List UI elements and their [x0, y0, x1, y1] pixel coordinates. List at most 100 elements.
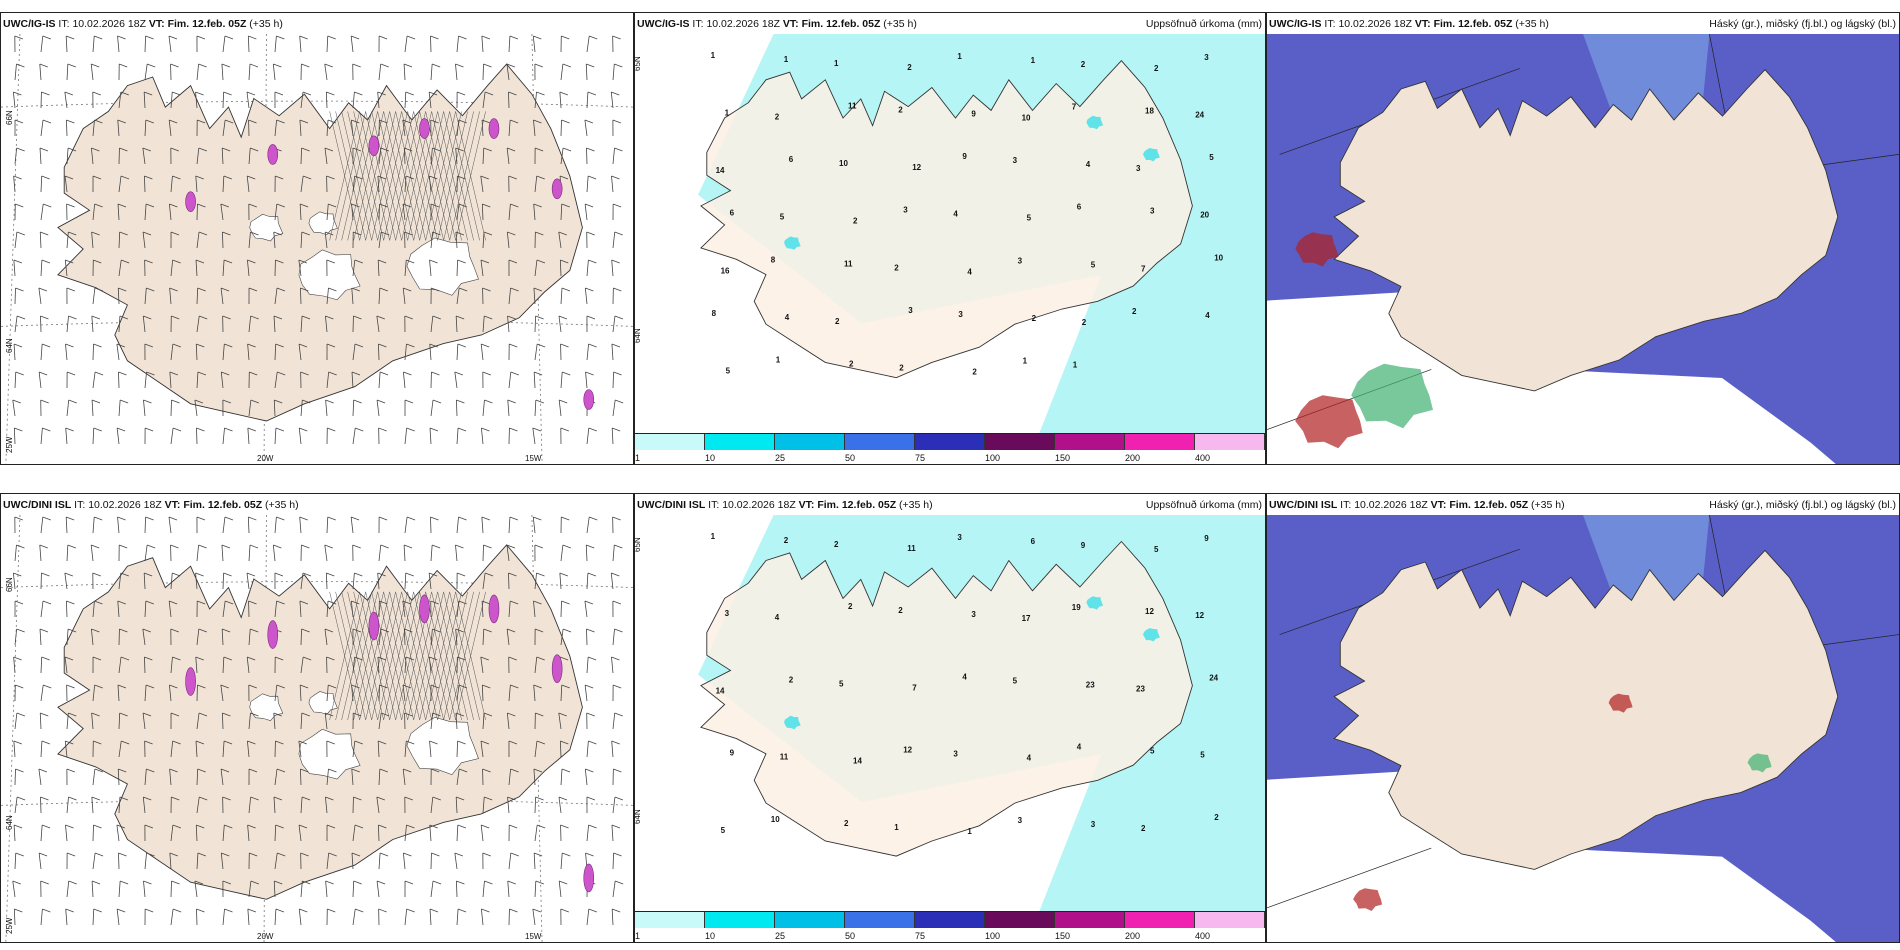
precip-value-label: 2 [1032, 314, 1037, 323]
model-name: UWC/IG-IS [637, 18, 690, 30]
precip-value-label: 3 [903, 206, 908, 215]
lat-label-65n: 65N [634, 56, 642, 71]
precip-value-label: 1 [1031, 56, 1036, 65]
lat-label-64n: 64N [5, 815, 14, 830]
precip-value-label: 6 [1031, 537, 1036, 546]
colorbar-tick-label: 75 [915, 453, 926, 463]
high-cloud-patch [1353, 888, 1383, 911]
precip-value-label: 5 [1209, 153, 1214, 162]
model-name: UWC/DINI ISL [1269, 499, 1338, 511]
precip-map: 1 1 1 2 1 1 2 2 3 1 2 11 2 9 10 7 18 24 14 6 10 12 9 3 4 3 5 6 5 2 3 4 5… [635, 34, 1265, 436]
high-cloud-patch [1608, 693, 1633, 713]
high-cloud-patch [1295, 232, 1339, 267]
precip-value-label: 3 [1204, 53, 1209, 62]
precip-value-label: 2 [898, 106, 903, 115]
precip-value-label: 8 [771, 255, 776, 264]
precip-value-label: 5 [839, 679, 844, 688]
precip-streak [368, 611, 380, 641]
panel-header: UWC/DINI ISL IT: 10.02.2026 18Z VT: Fim.… [637, 499, 933, 511]
colorbar-swatch [915, 912, 985, 928]
lon-label-25w: 25W [5, 917, 14, 934]
cloud-map-svg [1267, 514, 1899, 942]
panel-title-right: Uppsöfnuð úrkoma (mm) [1145, 18, 1262, 30]
precip-value-label: 2 [1082, 318, 1087, 327]
iceland-landmass [1333, 549, 1839, 870]
precip-value-label: 2 [899, 363, 904, 372]
precip-value-label: 3 [1091, 820, 1096, 829]
precip-value-label: 17 [1022, 614, 1031, 623]
it-label: IT: [58, 18, 70, 30]
precip-value-label: 24 [1209, 673, 1218, 682]
precip-value-label: 18 [1145, 107, 1154, 116]
colorbar-swatch [1055, 434, 1125, 450]
precip-value-label: 10 [1022, 114, 1031, 123]
precip-value-label: 6 [789, 155, 794, 164]
lon-label-20w: 20W [257, 932, 274, 941]
precip-value-label: 11 [907, 544, 916, 553]
precip-colorbar: 1 10 25 50 75 100 150 200 400 [635, 433, 1265, 464]
precip-max-spot [1143, 148, 1160, 162]
precip-value-label: 2 [835, 317, 840, 326]
lat-label-66n: 66N [5, 110, 14, 125]
it-label: IT: [708, 499, 720, 511]
colorbar-tick-label: 150 [1055, 931, 1071, 941]
latitude-line [1, 100, 633, 108]
precip-value-label: 4 [1205, 311, 1210, 320]
vt-label: VT: [1414, 18, 1431, 30]
precip-streak [267, 620, 279, 649]
colorbar-tick-label: 75 [915, 931, 926, 941]
precip-value-label: 12 [1195, 611, 1204, 620]
precip-value-label: 2 [907, 63, 912, 72]
precip-value-label: 24 [1195, 111, 1204, 120]
wind-map [1, 514, 633, 942]
precip-value-label: 5 [721, 826, 726, 835]
iceland-landmass [57, 63, 583, 422]
it-label: IT: [1324, 18, 1336, 30]
precip-streak [185, 667, 196, 696]
glacier-patch [298, 249, 361, 301]
precip-value-label: 3 [1136, 164, 1141, 173]
precip-value-label: 9 [1081, 541, 1086, 550]
it-value: 10.02.2026 18Z [88, 499, 162, 511]
precip-streak [368, 135, 380, 157]
colorbar-swatch [1125, 434, 1195, 450]
precip-value-label: 2 [834, 540, 839, 549]
precip-colorbar: 1 10 25 50 75 100 150 200 400 [635, 911, 1265, 942]
lon-label-15w: 15W [525, 932, 542, 941]
panel-precip-dini: UWC/DINI ISL IT: 10.02.2026 18Z VT: Fim.… [634, 493, 1266, 943]
it-value: 10.02.2026 18Z [1354, 499, 1428, 511]
panel-precip-ig-is: UWC/IG-IS IT: 10.02.2026 18Z VT: Fim. 12… [634, 12, 1266, 465]
glacier-patch [308, 211, 338, 236]
precip-value-label: 9 [730, 749, 735, 758]
panel-wind-dini: UWC/DINI ISL IT: 10.02.2026 18Z VT: Fim.… [0, 493, 634, 943]
precip-value-label: 2 [1154, 64, 1159, 73]
precip-value-label: 2 [1132, 307, 1137, 316]
precip-value-label: 2 [775, 113, 780, 122]
colorbar-swatch [845, 434, 915, 450]
colorbar-tick-label: 50 [845, 453, 856, 463]
precip-streak [551, 178, 563, 200]
precip-streak [267, 144, 279, 165]
colorbar-tick-label: 400 [1195, 931, 1211, 941]
colorbar-swatch [775, 434, 845, 450]
high-cloud-patch [1295, 395, 1363, 449]
colorbar-tick-label: 10 [705, 931, 716, 941]
iceland-landmass [700, 60, 1193, 379]
precip-value-label: 3 [953, 750, 958, 759]
precip-value-label: 14 [716, 166, 725, 175]
forecast-offset: (+35 h) [1531, 499, 1565, 511]
lat-label-66n: 66N [5, 577, 14, 592]
precip-value-label: 1 [711, 51, 716, 60]
precip-value-label: 2 [849, 359, 854, 368]
forecast-offset: (+35 h) [1515, 18, 1549, 30]
wind-map-svg [1, 514, 633, 942]
wind-barbs [12, 35, 624, 445]
colorbar-tick-label: 150 [1055, 453, 1071, 463]
colorbar-tick-label: 25 [775, 453, 786, 463]
wind-barbs [12, 516, 624, 926]
precip-streak [488, 594, 500, 624]
precip-value-label: 5 [780, 213, 785, 222]
lat-label-64n: 64N [634, 809, 642, 824]
precip-value-label: 3 [1013, 156, 1018, 165]
